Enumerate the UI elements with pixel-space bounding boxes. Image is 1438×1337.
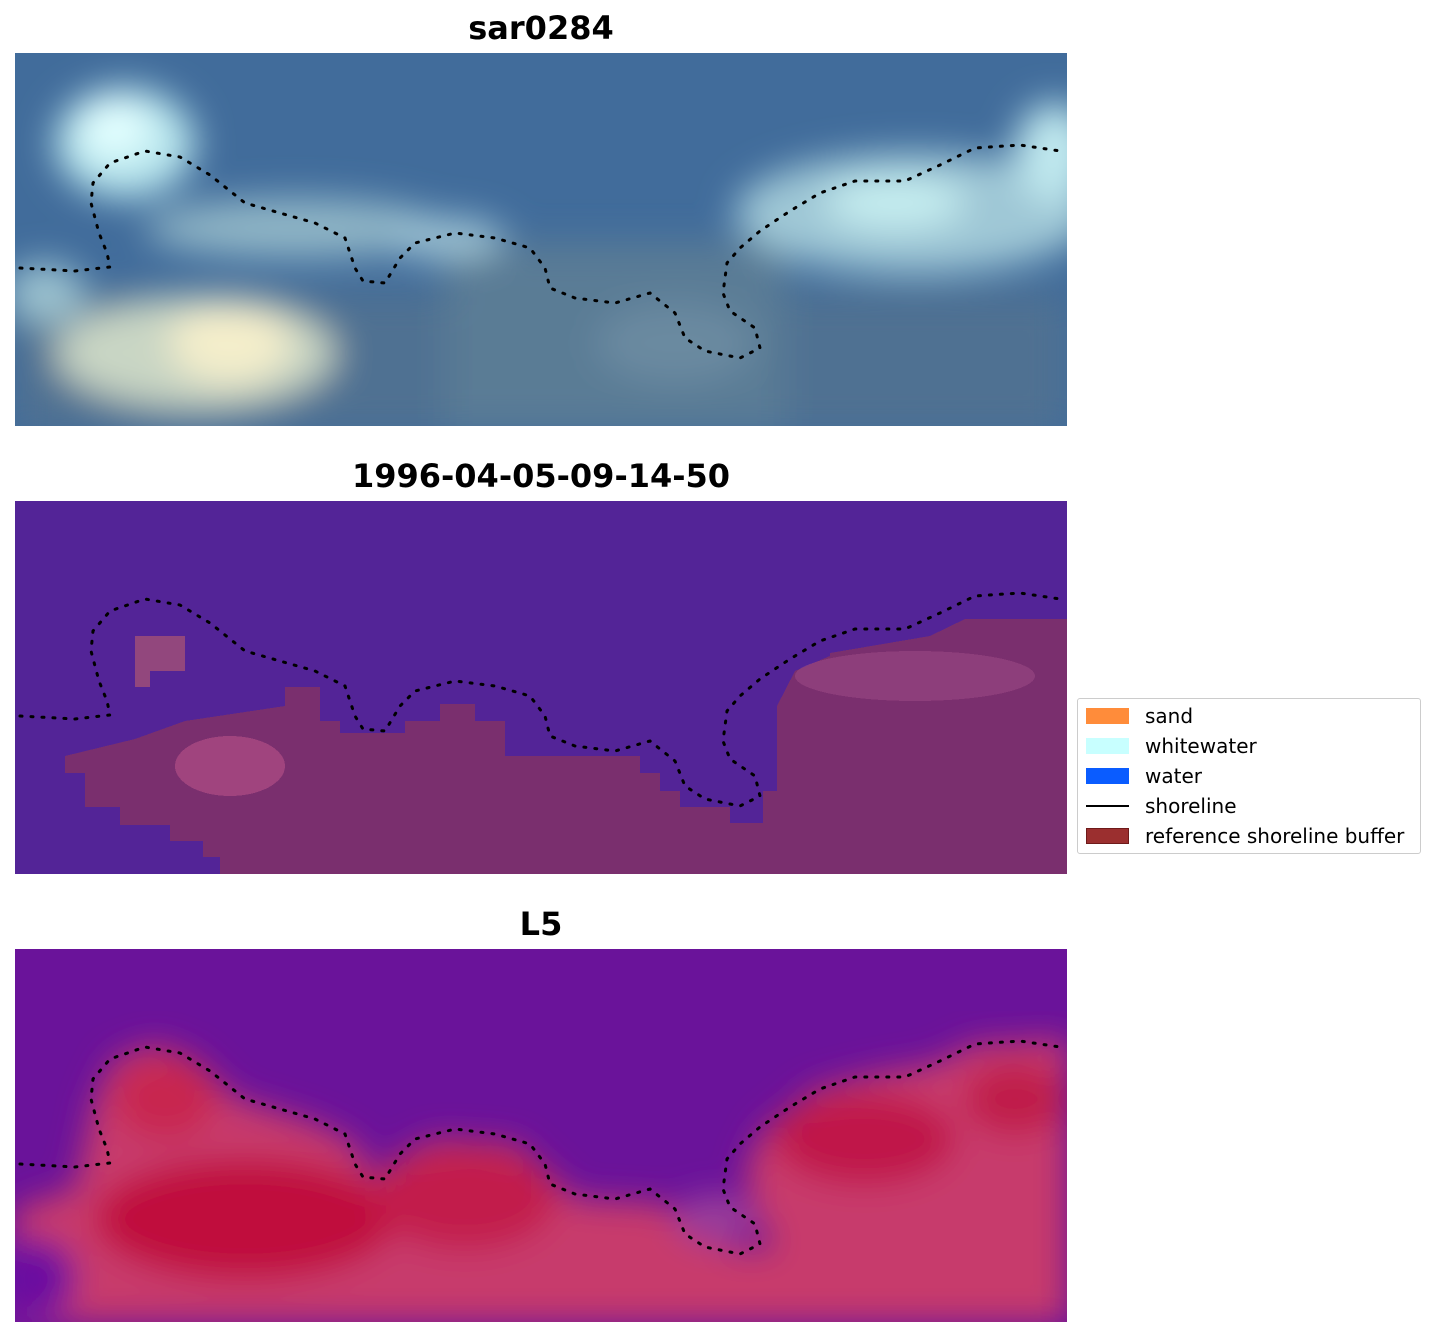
legend-label-buffer: reference shoreline buffer <box>1145 824 1405 848</box>
legend-label-water: water <box>1145 764 1202 788</box>
panel-title-2: 1996-04-05-09-14-50 <box>351 457 731 495</box>
panel-title-3: L5 <box>519 905 563 943</box>
legend-swatch-sand <box>1086 708 1129 724</box>
legend-line-shoreline <box>1086 805 1129 807</box>
rgb-image-panel <box>15 53 1067 426</box>
shoreline-dots-3 <box>18 1039 1062 1256</box>
shoreline-dots-2 <box>18 591 1062 808</box>
classified-image <box>15 501 1067 874</box>
legend-label-shoreline: shoreline <box>1145 794 1237 818</box>
legend-item-buffer: reference shoreline buffer <box>1086 824 1404 848</box>
legend-item-sand: sand <box>1086 704 1193 728</box>
panel-title-1: sar0284 <box>468 9 614 47</box>
index-image <box>15 949 1067 1322</box>
shoreline-dots-1 <box>18 143 1062 360</box>
legend-label-sand: sand <box>1145 704 1194 728</box>
legend: sand whitewater water shoreline referenc… <box>1077 698 1421 854</box>
legend-swatch-buffer <box>1086 828 1129 844</box>
legend-swatch-water <box>1086 768 1129 784</box>
legend-item-shoreline: shoreline <box>1086 794 1237 818</box>
legend-swatch-whitewater <box>1086 738 1129 754</box>
legend-label-whitewater: whitewater <box>1145 734 1257 758</box>
legend-item-whitewater: whitewater <box>1086 734 1257 758</box>
legend-item-water: water <box>1086 764 1202 788</box>
index-image-panel <box>15 949 1067 1322</box>
classified-image-panel <box>15 501 1067 874</box>
rgb-image <box>15 53 1067 426</box>
